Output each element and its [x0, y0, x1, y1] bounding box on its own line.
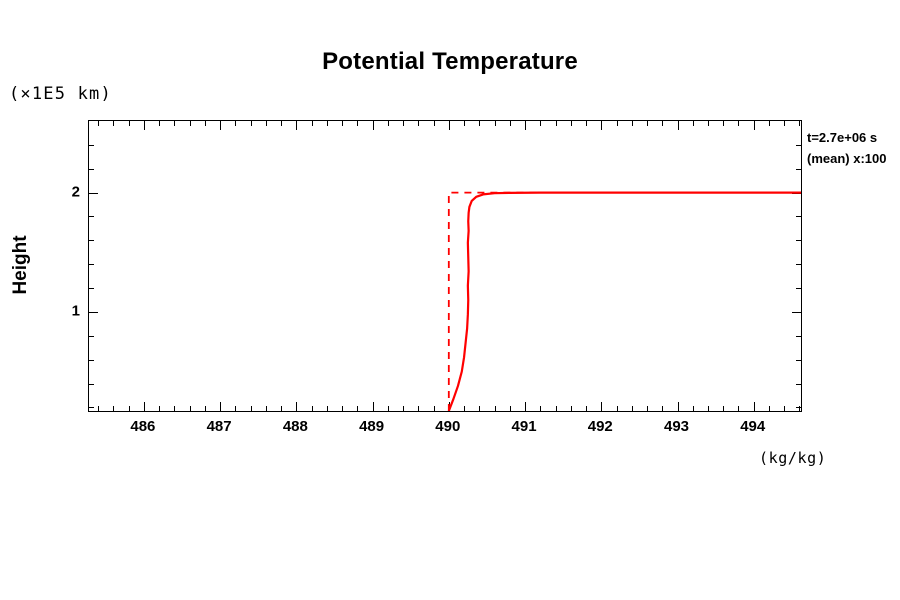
series-line-1: [447, 191, 801, 411]
x-tick-label: 494: [740, 418, 766, 435]
x-tick-label: 486: [130, 418, 156, 435]
y-tick-label: 2: [71, 183, 80, 201]
y-tick-label: 1: [71, 302, 80, 320]
x-tick-label: 487: [206, 418, 232, 435]
x-tick-label: 490: [435, 418, 461, 435]
x-axis-unit-label: (kg/kg): [759, 449, 827, 467]
x-tick-label: 492: [587, 418, 613, 435]
x-tick-label: 488: [282, 418, 308, 435]
annotation-text: t=2.7e+06 s: [807, 130, 878, 145]
plot-area: [88, 120, 802, 412]
x-tick-label: 491: [511, 418, 537, 435]
y-axis-unit-label: (×1E5 km): [9, 84, 112, 104]
plot-canvas: [89, 121, 801, 411]
y-axis-title: Height: [10, 235, 31, 295]
annotation-block: t=2.7e+06 s (mean) x:100: [807, 127, 900, 169]
annotation-text: (mean) x:100: [807, 151, 887, 166]
page-title: Potential Temperature: [322, 48, 578, 75]
x-tick-label: 493: [663, 418, 690, 435]
series-line-0: [447, 191, 801, 411]
x-tick-label: 489: [359, 418, 385, 435]
